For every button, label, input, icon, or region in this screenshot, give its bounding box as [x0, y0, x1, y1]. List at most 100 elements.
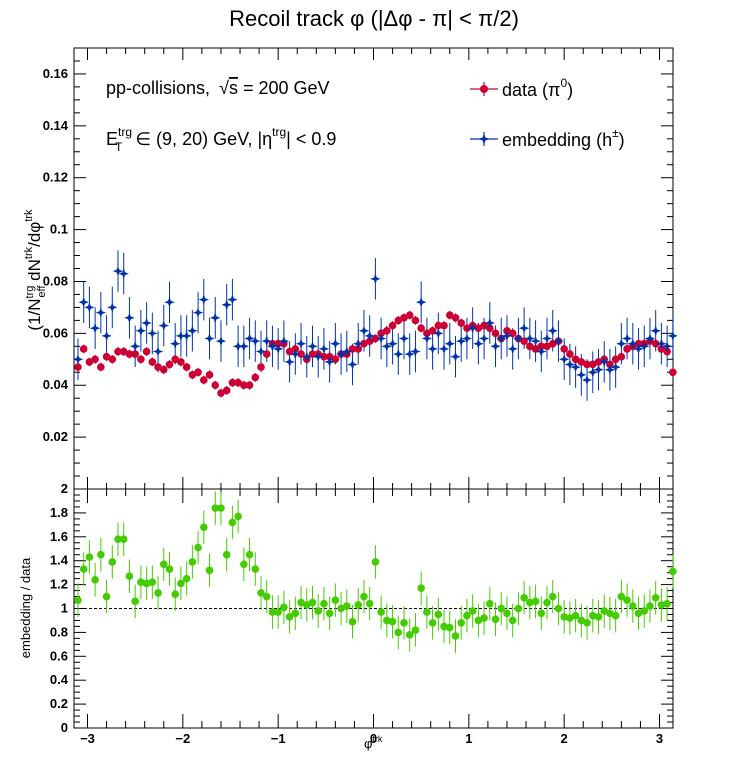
- ratio-error-bars: [74, 491, 676, 653]
- embedding-point: [301, 351, 312, 362]
- ratio-point: [417, 584, 425, 592]
- data-point: [377, 329, 385, 338]
- ratio-point: [554, 604, 563, 613]
- annotation-trigger-trg2: trg: [272, 125, 286, 139]
- ratio-point: [91, 576, 99, 584]
- ratio-point: [114, 535, 122, 543]
- embedding-point: [610, 361, 621, 373]
- embedding-point: [570, 361, 581, 373]
- ylabel-part-e: trk: [23, 246, 35, 259]
- embedding-point: [273, 343, 284, 355]
- top-y-axis-label: (1/Ntrgeff dNtrk/dφtrk: [23, 209, 48, 331]
- top-y-axis: 0.02 0.04 0.06 0.08 0.1 0.12 0.14 0.16: [43, 47, 673, 490]
- data-point: [137, 355, 145, 364]
- data-point: [240, 381, 248, 390]
- data-point: [417, 324, 425, 332]
- bottom-y-tick-label: 1.6: [50, 529, 68, 544]
- top-y-tick-label: 0.14: [43, 118, 69, 133]
- ratio-point: [205, 566, 214, 575]
- ratio-point: [411, 626, 420, 634]
- legend-entry-data: data (π0): [470, 76, 573, 100]
- ratio-point: [491, 615, 500, 624]
- data-point: [371, 334, 380, 343]
- data-point: [491, 329, 500, 338]
- ratio-point: [445, 623, 454, 632]
- legend-embedding-sup: ±: [612, 126, 619, 140]
- bottom-y-axis-label: embedding / data: [18, 557, 33, 658]
- embedding-point: [318, 343, 330, 355]
- ratio-point: [400, 619, 408, 627]
- embedding-point: [444, 338, 455, 349]
- embedding-point: [364, 330, 375, 342]
- ratio-point: [531, 597, 540, 606]
- ratio-point: [148, 578, 157, 587]
- ratio-point: [508, 616, 517, 625]
- embedding-point: [284, 356, 295, 368]
- embedding-point: [95, 307, 106, 318]
- embedding-point: [353, 338, 364, 349]
- embedding-point: [221, 299, 232, 310]
- embedding-point: [135, 325, 147, 336]
- data-point: [411, 316, 420, 325]
- ratio-point: [222, 550, 231, 559]
- data-point: [228, 378, 237, 387]
- embedding-point: [467, 323, 478, 334]
- embedding-point: [255, 346, 267, 357]
- embedding-point: [227, 294, 238, 305]
- embedding-point: [215, 335, 227, 347]
- data-point: [79, 345, 88, 353]
- data-point: [583, 360, 591, 369]
- embedding-point: [261, 335, 272, 347]
- embedding-point: [187, 325, 198, 336]
- bottom-y-tick-label: 1: [61, 601, 68, 616]
- embedding-point: [438, 343, 450, 355]
- ratio-point: [291, 609, 300, 618]
- ratio-point: [514, 604, 523, 613]
- ratio-point: [583, 619, 591, 627]
- embedding-point: [147, 328, 158, 339]
- embedding-point: [158, 320, 169, 331]
- ratio-point: [119, 535, 128, 543]
- embedding-point: [313, 351, 324, 362]
- bottom-y-tick-label: 0: [61, 720, 68, 735]
- data-point: [365, 337, 374, 345]
- ratio-point: [646, 602, 654, 610]
- data-point: [91, 355, 99, 364]
- ratio-point: [211, 504, 220, 512]
- ratio-point: [74, 596, 82, 604]
- data-point: [526, 342, 534, 351]
- embedding-point: [547, 325, 558, 336]
- data-point: [611, 355, 620, 364]
- ratio-point: [251, 565, 260, 573]
- ratio-point: [165, 565, 174, 573]
- top-y-tick-label: 0.08: [43, 273, 68, 288]
- embedding-point: [347, 359, 358, 370]
- ratio-point: [268, 608, 277, 616]
- embedding-point: [473, 338, 484, 349]
- bottom-x-tick-label: 0: [370, 731, 377, 746]
- embedding-point: [433, 328, 444, 339]
- ratio-point: [274, 608, 282, 616]
- bottom-y-tick-label: 0.2: [50, 696, 68, 711]
- embedding-point: [141, 317, 152, 329]
- chart-title: Recoil track φ (|Δφ - π| < π/2): [229, 6, 519, 31]
- data-point: [159, 365, 168, 374]
- data-point: [331, 355, 340, 364]
- ratio-point: [486, 599, 494, 608]
- data-point: [257, 363, 265, 371]
- data-point: [188, 371, 197, 379]
- ratio-point: [171, 590, 180, 598]
- data-point: [360, 339, 368, 348]
- embedding-point: [627, 338, 638, 349]
- ratio-point: [657, 601, 666, 609]
- ratio-point: [125, 572, 134, 581]
- embedding-point: [210, 312, 221, 323]
- ratio-point: [474, 616, 483, 625]
- legend-data-main: data (π: [502, 80, 560, 100]
- ylabel-part-a: (1/N: [25, 298, 44, 330]
- bottom-y-axis: 0 0.2 0.4 0.6 0.8 1 1.2 1.4 1.6 1.8 2: [50, 481, 673, 735]
- data-point: [428, 326, 437, 335]
- top-panel: 0.020.040.060.080.10.120.140.16 (1/Ntrge…: [23, 47, 678, 490]
- data-point: [211, 381, 220, 390]
